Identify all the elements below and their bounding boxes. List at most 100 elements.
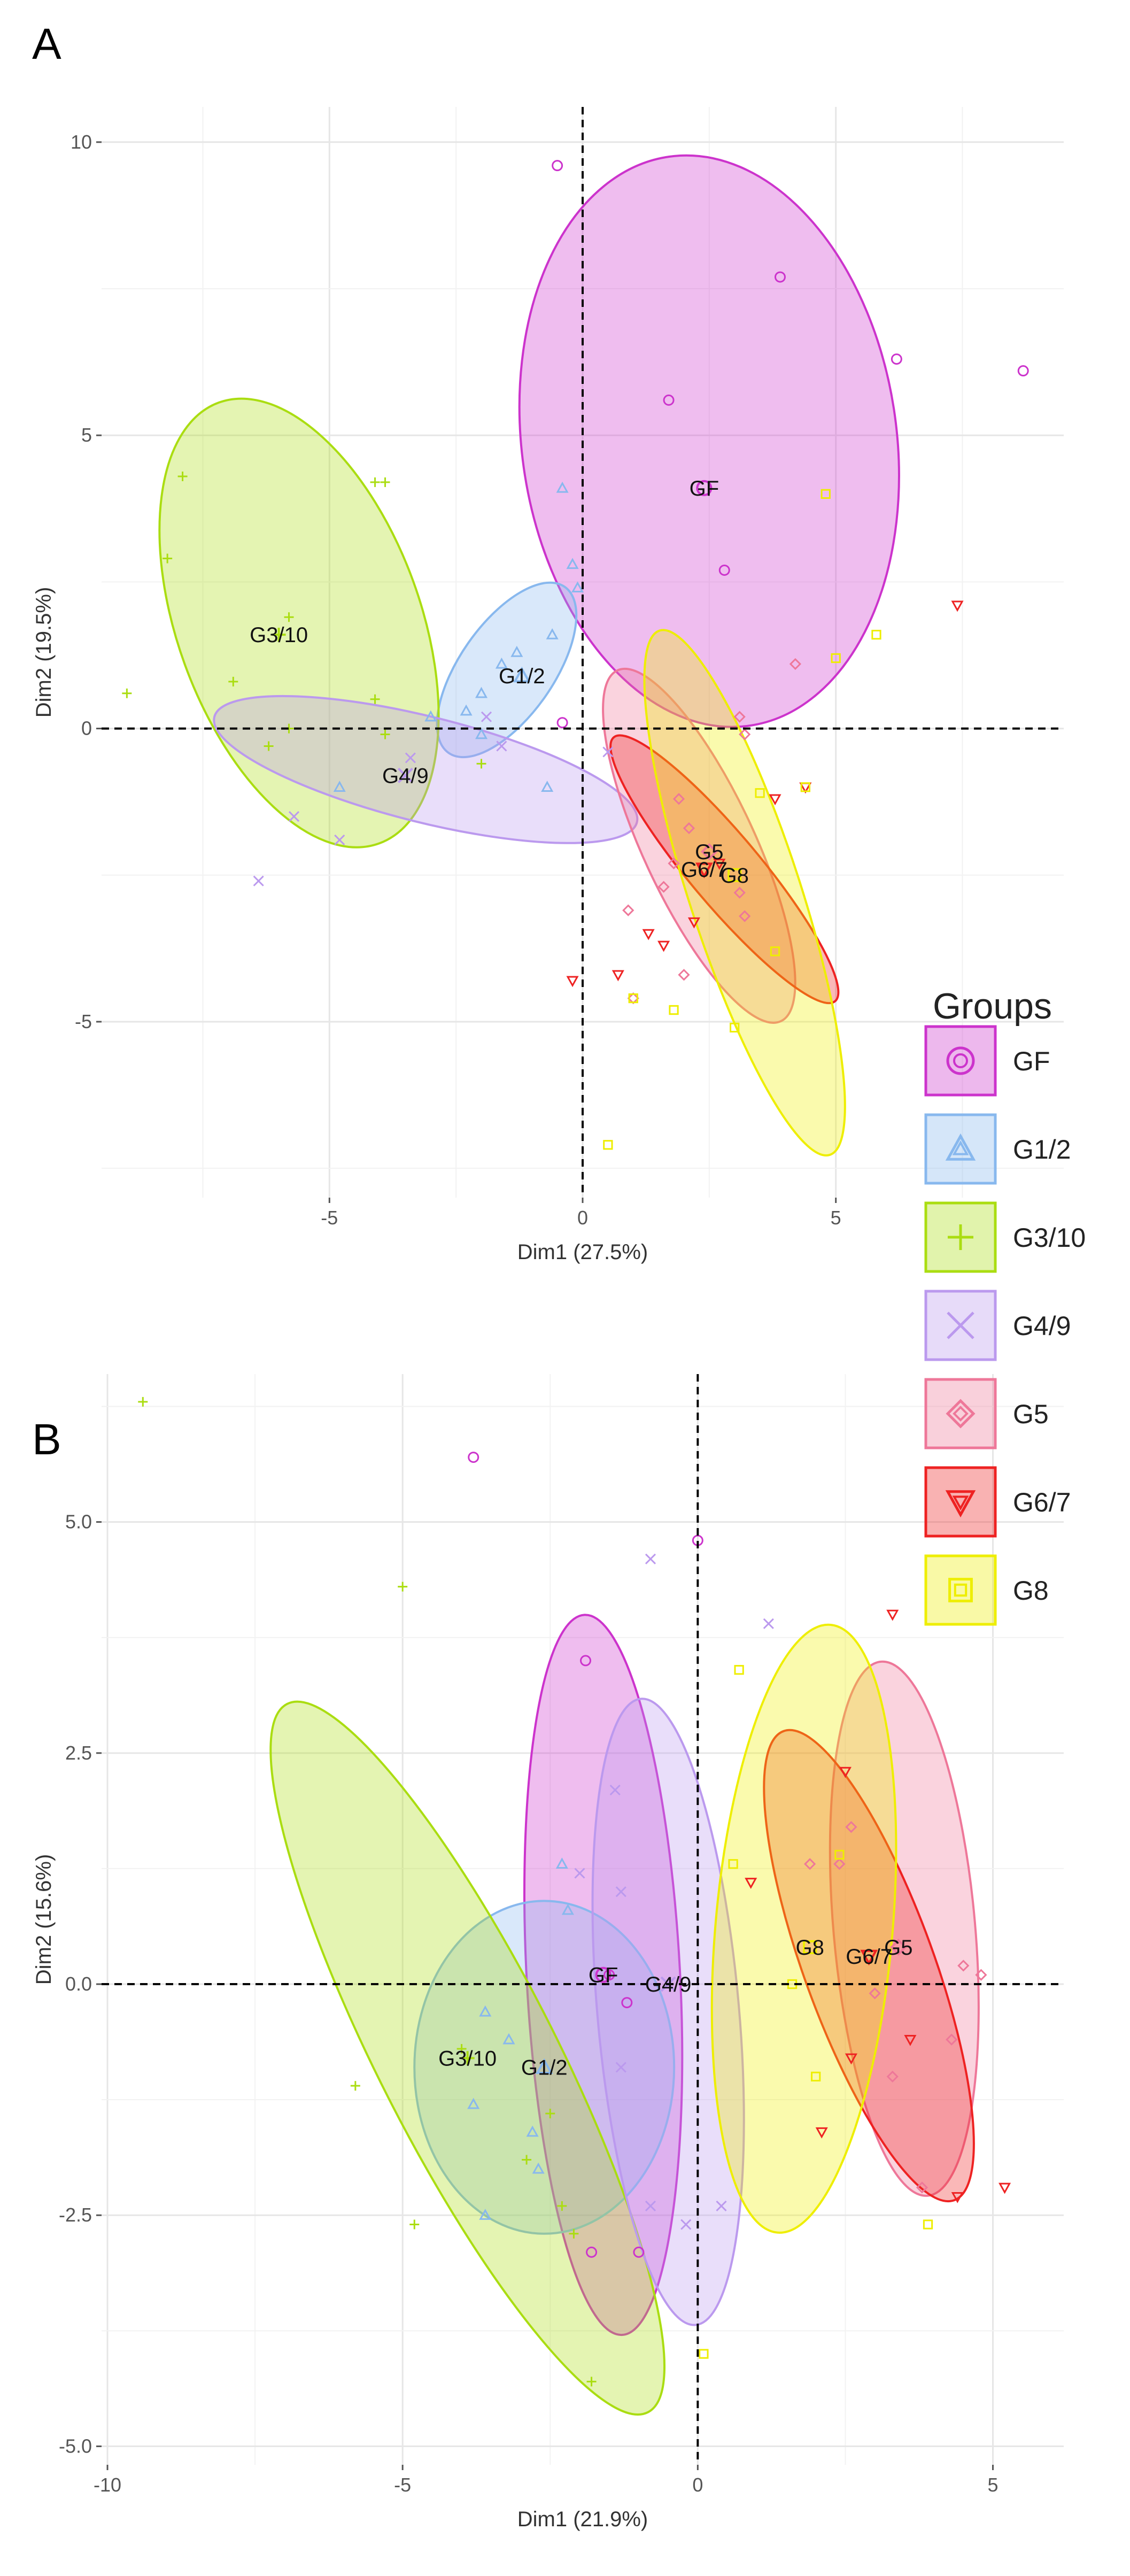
point-gf [556,717,568,729]
point-g6-7 [839,1767,852,1778]
point-g4-9 [288,811,300,822]
legend-label: G6/7 [1013,1487,1071,1517]
point-g8 [871,629,881,640]
point-g1-2 [475,687,488,698]
point-g5 [886,2070,899,2083]
point-g3-10 [138,1397,148,1407]
group-label-g6-7: G6/7 [681,858,727,882]
point-g3-10 [162,553,173,564]
point-g6-7 [999,2182,1011,2194]
centroid-gf [696,480,713,496]
point-g8 [770,946,780,957]
ellipse-g8 [710,1623,897,2234]
point-g1-2 [555,1857,568,1869]
point-g6-7 [642,929,655,940]
legend-symbol-inner [952,1495,969,1511]
legend-symbol [946,1046,975,1075]
group-label-g4-9: G4/9 [382,764,429,788]
point-gf [774,271,786,283]
legend-label: G3/10 [1013,1223,1086,1253]
point-g3-10 [228,676,238,687]
tick-label-y: 2.5 [65,1742,92,1764]
point-g4-9 [609,1784,621,1796]
point-g5 [733,711,746,723]
point-g6-7 [904,2035,917,2046]
point-g8 [728,1859,738,1869]
point-g3-10 [370,694,380,704]
point-g6-7 [713,859,726,870]
point-g6-7 [612,970,624,982]
point-g1-2 [475,728,488,739]
point-g6-7 [769,794,781,806]
point-g5 [946,2033,958,2046]
point-g8 [603,1140,613,1150]
point-g5 [789,658,802,670]
point-g4-9 [602,746,614,758]
legend-symbol [946,1399,976,1429]
group-label-g8: G8 [721,864,749,888]
point-g1-2 [541,781,554,792]
x-axis-title: Dim1 (27.5%) [517,1240,648,1264]
legend-label: GF [1013,1046,1050,1076]
point-g6-7 [951,600,964,612]
legend: Groups GF G1/2 G3/10 G4/9 G5 G6/7 G8 [924,986,1086,1626]
point-g1-2 [532,2162,545,2174]
point-g6-7 [951,2192,964,2203]
point-g6-7 [566,976,579,988]
point-g4-9 [615,1886,626,1898]
point-g4-9 [253,875,264,886]
point-g5 [845,1821,857,1833]
point-g5 [668,857,680,869]
point-g5 [975,1969,987,1981]
group-label-g1-2: G1/2 [499,665,545,688]
point-g8 [699,2349,709,2359]
legend-symbol-inner [953,1053,968,1068]
point-g4-9 [645,2200,656,2211]
point-g8 [734,1665,744,1675]
point-g5 [957,1960,970,1972]
point-g4-9 [716,2200,727,2211]
point-g1-2 [467,2097,480,2109]
point-g8 [628,993,638,1004]
ellipse-g5 [829,1660,980,2197]
legend-swatch [924,1466,997,1538]
ellipse-g6-7 [763,1729,975,2203]
legend-symbol [945,1133,976,1161]
centroid-g4-9 [398,767,413,783]
tick-label-y: -5 [75,1011,92,1032]
point-g3-10 [545,2109,555,2119]
tick-label-x: 0 [577,1207,588,1229]
legend-item-gf: GF [924,1025,1050,1097]
point-g8 [811,2071,821,2082]
point-g4-9 [615,2062,626,2073]
point-gf [586,2246,598,2258]
point-g5 [916,2181,928,2194]
tick-label-y: -2.5 [59,2204,92,2226]
legend-item-g4-9: G4/9 [924,1290,1071,1361]
tick-label-x: -5 [321,1207,338,1229]
point-g3-10 [398,1582,408,1592]
group-label-g5: G5 [695,840,723,864]
point-g3-10 [409,2219,420,2230]
point-gf [718,564,730,576]
point-g5 [833,1858,846,1870]
ellipse-g3-10 [158,397,440,849]
group-label-g1-2: G1/2 [521,2056,568,2080]
group-label-gf: GF [589,1964,618,1987]
point-g5 [739,910,751,922]
legend-symbol-inner [954,1583,968,1597]
point-g5 [657,881,670,893]
group-label-g3-10: G3/10 [438,2047,497,2070]
tick-label-y: 0 [81,718,92,739]
point-g8 [755,788,765,798]
ellipse-g6-7 [609,734,840,1005]
group-label-g6-7: G6/7 [846,1945,892,1969]
point-g4-9 [405,752,416,763]
point-g5 [804,1858,816,1870]
point-g3-10 [380,477,390,487]
tick-label-y: 5 [81,424,92,446]
tick-label-x: 0 [692,2474,703,2496]
legend-label: G8 [1013,1576,1049,1606]
legend-swatch [924,1113,997,1185]
